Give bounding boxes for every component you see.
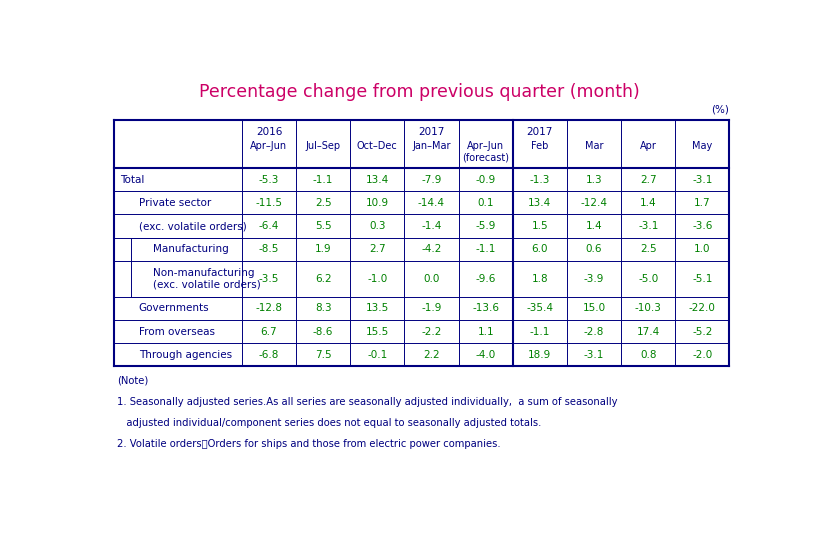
Text: -5.9: -5.9 <box>476 221 495 231</box>
Text: 2016: 2016 <box>256 127 282 137</box>
Text: Total: Total <box>120 175 144 185</box>
Text: adjusted individual/component series does not equal to seasonally adjusted total: adjusted individual/component series doe… <box>117 418 541 428</box>
Text: 18.9: 18.9 <box>528 350 551 360</box>
Text: 2.5: 2.5 <box>314 198 332 208</box>
Text: Apr–Jun: Apr–Jun <box>251 141 287 151</box>
Text: 1.3: 1.3 <box>586 175 602 185</box>
Text: -3.1: -3.1 <box>584 350 604 360</box>
Text: -6.4: -6.4 <box>259 221 279 231</box>
Text: 2.7: 2.7 <box>640 175 657 185</box>
Text: 0.8: 0.8 <box>640 350 657 360</box>
Text: Feb: Feb <box>532 141 549 151</box>
Text: 1.4: 1.4 <box>640 198 657 208</box>
Text: -1.1: -1.1 <box>313 175 333 185</box>
Text: -7.9: -7.9 <box>421 175 441 185</box>
Text: -5.2: -5.2 <box>692 326 713 336</box>
Text: (Note): (Note) <box>117 375 148 386</box>
Text: 1.8: 1.8 <box>532 274 548 284</box>
Text: -0.9: -0.9 <box>476 175 495 185</box>
Text: -4.0: -4.0 <box>476 350 495 360</box>
Text: Manufacturing: Manufacturing <box>153 244 229 254</box>
Text: (exc. volatile orders): (exc. volatile orders) <box>138 221 247 231</box>
Text: -1.1: -1.1 <box>530 326 550 336</box>
Text: 7.5: 7.5 <box>314 350 332 360</box>
Text: 13.5: 13.5 <box>366 303 389 313</box>
Text: Jan–Mar: Jan–Mar <box>412 141 450 151</box>
Text: 0.1: 0.1 <box>477 198 494 208</box>
Text: Non-manufacturing
(exc. volatile orders): Non-manufacturing (exc. volatile orders) <box>153 268 261 289</box>
Text: -2.8: -2.8 <box>584 326 604 336</box>
Text: 2.5: 2.5 <box>640 244 657 254</box>
Text: 0.3: 0.3 <box>369 221 386 231</box>
Text: -10.3: -10.3 <box>635 303 662 313</box>
Text: 1. Seasonally adjusted series.As all series are seasonally adjusted individually: 1. Seasonally adjusted series.As all ser… <box>117 397 618 407</box>
Text: Governments: Governments <box>138 303 209 313</box>
Text: -2.2: -2.2 <box>421 326 441 336</box>
Text: 13.4: 13.4 <box>366 175 389 185</box>
Text: -1.9: -1.9 <box>421 303 441 313</box>
Text: -12.4: -12.4 <box>581 198 608 208</box>
Text: Private sector: Private sector <box>138 198 210 208</box>
Text: -9.6: -9.6 <box>476 274 495 284</box>
Text: -0.1: -0.1 <box>367 350 387 360</box>
Text: Apr: Apr <box>640 141 657 151</box>
Text: -8.6: -8.6 <box>313 326 333 336</box>
Text: 2017: 2017 <box>419 127 445 137</box>
Text: 1.7: 1.7 <box>694 198 711 208</box>
Text: Apr–Jun
(forecast): Apr–Jun (forecast) <box>462 141 509 163</box>
Text: Mar: Mar <box>585 141 604 151</box>
Text: Through agencies: Through agencies <box>138 350 232 360</box>
Text: 1.0: 1.0 <box>695 244 711 254</box>
Text: 6.0: 6.0 <box>532 244 548 254</box>
Text: -5.0: -5.0 <box>638 274 658 284</box>
Text: 1.4: 1.4 <box>586 221 602 231</box>
Text: -1.1: -1.1 <box>476 244 495 254</box>
Text: 2. Volatile orders：Orders for ships and those from electric power companies.: 2. Volatile orders：Orders for ships and … <box>117 439 500 450</box>
Text: 10.9: 10.9 <box>366 198 389 208</box>
Text: 0.0: 0.0 <box>423 274 440 284</box>
Text: From overseas: From overseas <box>138 326 215 336</box>
Text: -3.6: -3.6 <box>692 221 713 231</box>
Text: (%): (%) <box>712 105 730 115</box>
Text: -8.5: -8.5 <box>259 244 279 254</box>
Text: -35.4: -35.4 <box>527 303 554 313</box>
Text: 6.2: 6.2 <box>314 274 332 284</box>
Text: -11.5: -11.5 <box>256 198 283 208</box>
Text: -1.0: -1.0 <box>367 274 387 284</box>
Text: 15.0: 15.0 <box>582 303 605 313</box>
Text: 1.5: 1.5 <box>532 221 548 231</box>
Text: 2.2: 2.2 <box>423 350 440 360</box>
Text: 2.7: 2.7 <box>369 244 386 254</box>
Text: 0.6: 0.6 <box>586 244 602 254</box>
Text: Percentage change from previous quarter (month): Percentage change from previous quarter … <box>199 83 640 100</box>
Text: -5.1: -5.1 <box>692 274 713 284</box>
Text: May: May <box>692 141 713 151</box>
Text: -3.1: -3.1 <box>692 175 713 185</box>
Text: 1.9: 1.9 <box>314 244 332 254</box>
Text: 17.4: 17.4 <box>636 326 660 336</box>
Text: -12.8: -12.8 <box>256 303 283 313</box>
Text: -13.6: -13.6 <box>473 303 499 313</box>
Text: -3.5: -3.5 <box>259 274 279 284</box>
Text: 2017: 2017 <box>527 127 553 137</box>
Text: -6.8: -6.8 <box>259 350 279 360</box>
Text: 6.7: 6.7 <box>260 326 278 336</box>
Text: -1.3: -1.3 <box>530 175 550 185</box>
Text: -1.4: -1.4 <box>421 221 441 231</box>
Text: 13.4: 13.4 <box>528 198 551 208</box>
Text: -4.2: -4.2 <box>421 244 441 254</box>
Text: -14.4: -14.4 <box>418 198 445 208</box>
Text: -2.0: -2.0 <box>692 350 713 360</box>
Text: -3.1: -3.1 <box>638 221 658 231</box>
Text: Jul–Sep: Jul–Sep <box>305 141 341 151</box>
Text: 15.5: 15.5 <box>366 326 389 336</box>
Text: 5.5: 5.5 <box>314 221 332 231</box>
Text: 8.3: 8.3 <box>314 303 332 313</box>
Text: -3.9: -3.9 <box>584 274 604 284</box>
Text: 1.1: 1.1 <box>477 326 494 336</box>
Text: -5.3: -5.3 <box>259 175 279 185</box>
Text: Oct–Dec: Oct–Dec <box>357 141 398 151</box>
Text: -22.0: -22.0 <box>689 303 716 313</box>
